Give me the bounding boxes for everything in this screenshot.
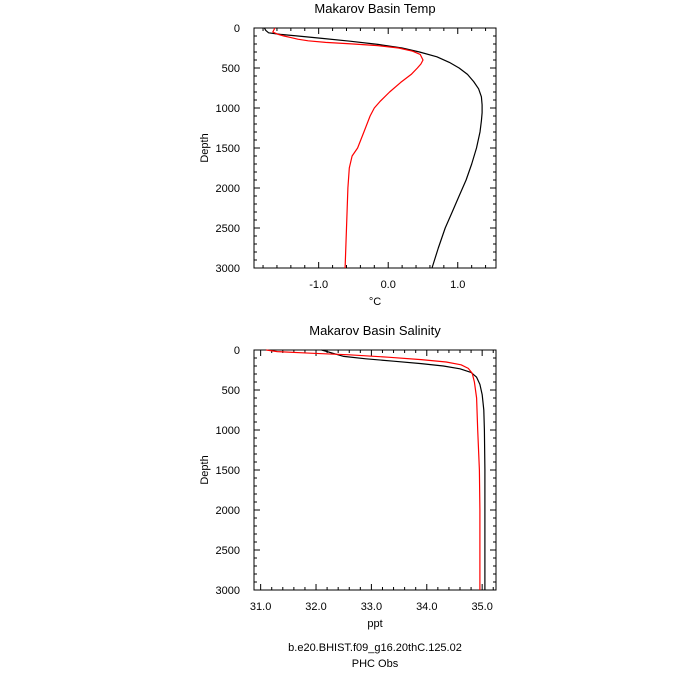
plot-frame: [253, 349, 497, 591]
x-tick-label: 32.0: [305, 601, 326, 613]
y-tick-label: 0: [234, 23, 240, 35]
x-tick-label: 33.0: [361, 601, 382, 613]
y-tick-label: 2000: [216, 183, 240, 195]
x-axis-label: ppt: [367, 618, 382, 630]
y-tick-label: 500: [222, 385, 240, 397]
y-tick-label: 1500: [216, 465, 240, 477]
x-tick-label: 34.0: [416, 601, 437, 613]
y-tick-label: 500: [222, 63, 240, 75]
temp-panel: Makarov Basin Temp 0 500 1000 1500 2000 2500 30…: [199, 1, 497, 308]
y-tick-label: 3000: [216, 585, 240, 597]
chart-title: Makarov Basin Temp: [314, 1, 435, 16]
model-legend-label: b.e20.BHIST.f09_g16.20thC.125.02: [288, 642, 462, 654]
chart-title: Makarov Basin Salinity: [309, 323, 441, 338]
series-line-phc-obs: [266, 349, 481, 590]
series-line-b-e20-bhist-f09-g16-20thc-125-02: [263, 27, 483, 269]
y-tick-label: 1000: [216, 425, 240, 437]
x-tick-label: -1.0: [309, 279, 328, 291]
x-tick-label: 1.0: [450, 279, 465, 291]
y-tick-label: 1000: [216, 103, 240, 115]
y-tick-label: 0: [234, 345, 240, 357]
y-tick-label: 3000: [216, 263, 240, 275]
x-tick-label: 0.0: [381, 279, 396, 291]
x-tick-label: 35.0: [471, 601, 492, 613]
obs-legend-label: PHC Obs: [352, 658, 399, 670]
plot-frame: [253, 27, 497, 269]
y-axis-label: Depth: [199, 455, 211, 484]
x-tick-label: 31.0: [250, 601, 271, 613]
x-axis-label: °C: [369, 296, 381, 308]
y-tick-label: 2500: [216, 223, 240, 235]
series-line-phc-obs: [272, 27, 424, 269]
series-line-b-e20-bhist-f09-g16-20thc-125-02: [321, 349, 486, 590]
y-tick-label: 1500: [216, 143, 240, 155]
y-axis-label: Depth: [199, 133, 211, 162]
y-tick-label: 2500: [216, 545, 240, 557]
salinity-panel: Makarov Basin Salinity 0 500 1000 1500 2000 25…: [199, 323, 497, 630]
y-tick-label: 2000: [216, 505, 240, 517]
